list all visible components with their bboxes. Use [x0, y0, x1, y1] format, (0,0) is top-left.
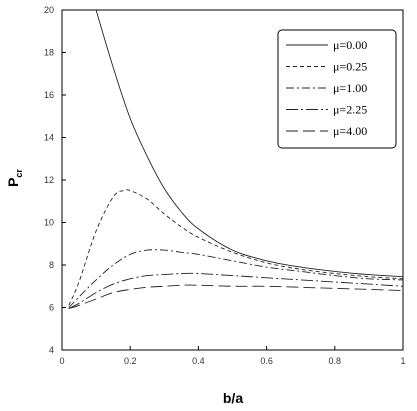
series-line-2 — [68, 189, 404, 306]
y-axis-label-main: P — [5, 178, 21, 187]
legend-label-1: μ=0.00 — [333, 38, 367, 52]
series-layer — [68, 9, 404, 310]
y-tick-label: 4 — [49, 345, 54, 355]
x-tick-label: 0 — [59, 356, 64, 366]
legend: μ=0.00 μ=0.25 μ=1.00 μ=2.25 μ=4.00 — [277, 29, 397, 149]
legend-label-5: μ=4.00 — [333, 124, 367, 138]
y-axis-label: Pcr — [5, 169, 24, 187]
series-line-1 — [95, 9, 404, 278]
y-tick-label: 20 — [44, 5, 54, 15]
y-tick-label: 10 — [44, 218, 54, 228]
x-axis-label: b/a — [223, 390, 243, 406]
series-line-5 — [68, 284, 404, 310]
legend-label-4: μ=2.25 — [333, 103, 367, 117]
x-tick-label: 0.8 — [329, 356, 342, 366]
y-tick-label: 8 — [49, 260, 54, 270]
legend-label-2: μ=0.25 — [333, 60, 367, 74]
legend-box — [277, 29, 397, 149]
y-axis-label-sub: cr — [14, 169, 24, 178]
y-tick-label: 12 — [44, 175, 54, 185]
x-tick-label: 0.6 — [260, 356, 273, 366]
legend-items: μ=0.00 μ=0.25 μ=1.00 μ=2.25 μ=4.00 — [286, 38, 367, 138]
y-tick-label: 6 — [49, 303, 54, 313]
y-tick-label: 16 — [44, 90, 54, 100]
series-line-3 — [68, 249, 404, 308]
legend-label-3: μ=1.00 — [333, 81, 367, 95]
x-tick-label: 0.4 — [192, 356, 205, 366]
x-tick-label: 0.2 — [124, 356, 137, 366]
series-line-4 — [68, 272, 404, 309]
y-tick-label: 14 — [44, 133, 54, 143]
x-tick-label: 1 — [400, 356, 405, 366]
y-tick-label: 18 — [44, 48, 54, 58]
